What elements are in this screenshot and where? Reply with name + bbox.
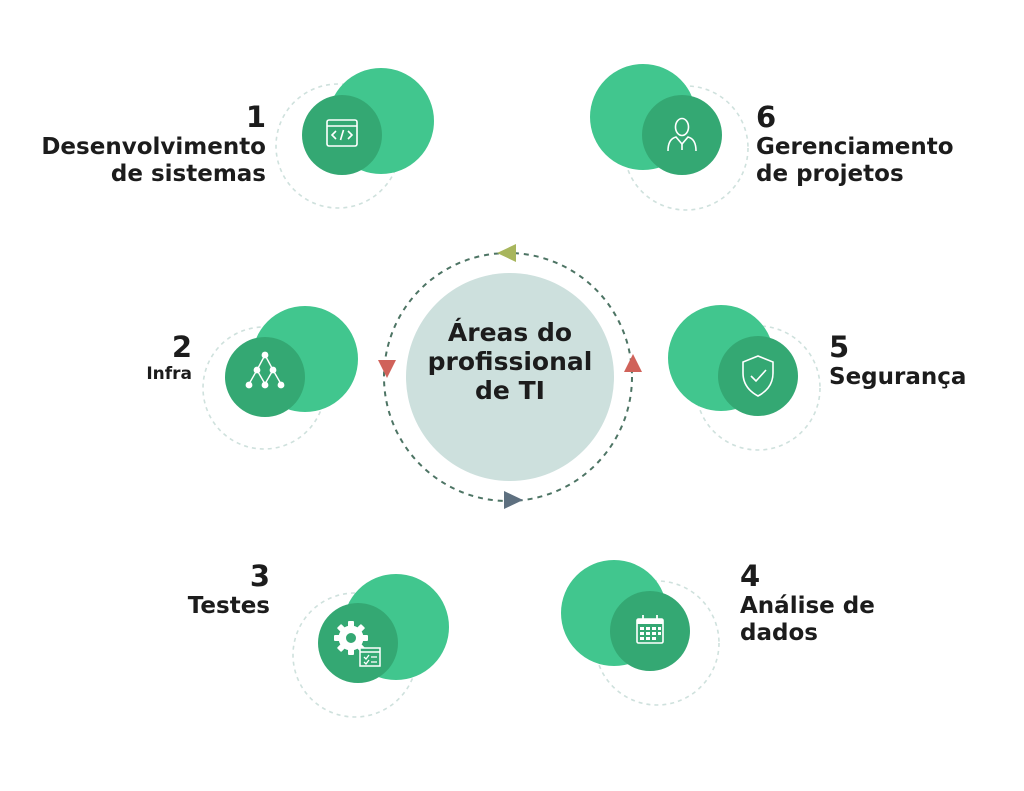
node-number: 3 xyxy=(249,559,270,593)
label-node-4: 4 Análise de dados xyxy=(740,559,875,647)
dark-circle xyxy=(225,337,305,417)
center-circle xyxy=(406,273,614,481)
center-title-line: Áreas do xyxy=(447,318,573,347)
node-number: 6 xyxy=(756,100,777,134)
node-title-line: Desenvolvimento xyxy=(41,134,266,161)
node-seguranca xyxy=(668,305,821,451)
node-infra xyxy=(202,306,358,450)
center-title-line: de TI xyxy=(475,376,545,405)
node-title-line: Testes xyxy=(187,593,270,620)
center-cycle xyxy=(378,244,642,509)
label-node-3: 3 Testes xyxy=(188,559,270,620)
node-gerenciamento xyxy=(590,64,749,211)
cycle-arrow-left xyxy=(378,360,396,378)
node-analise xyxy=(561,560,720,706)
center-title: Áreas do profissional de TI xyxy=(408,318,612,405)
label-node-1: 1 Desenvolvimento de sistemas xyxy=(41,100,266,188)
calendar-icon xyxy=(636,615,664,644)
node-title-line: de projetos xyxy=(756,161,904,188)
node-number: 2 xyxy=(171,330,192,364)
gear-checklist-icon xyxy=(334,621,381,667)
node-title-line: Segurança xyxy=(829,364,967,391)
dark-circle xyxy=(718,336,798,416)
label-node-2: 2 Infra xyxy=(146,330,192,384)
node-title-line: Análise de xyxy=(740,593,875,620)
node-title-line: dados xyxy=(740,620,818,647)
network-nodes xyxy=(245,351,285,389)
label-node-5: 5 Segurança xyxy=(829,330,966,391)
label-node-6: 6 Gerenciamento de projetos xyxy=(756,100,954,188)
code-window-icon xyxy=(326,119,358,147)
node-testes xyxy=(292,574,449,718)
node-title-line: Gerenciamento xyxy=(756,134,954,161)
node-number: 4 xyxy=(740,559,761,593)
center-title-line: profissional xyxy=(427,347,593,376)
node-title-line: de sistemas xyxy=(110,161,266,188)
shield-check-icon xyxy=(742,355,774,397)
node-number: 1 xyxy=(245,100,266,134)
cycle-arrow-right xyxy=(624,354,642,372)
node-number: 5 xyxy=(829,330,850,364)
dark-circle xyxy=(610,591,690,671)
node-desenvolvimento xyxy=(275,68,434,209)
cycle-arrow-top xyxy=(497,244,516,262)
user-tie-icon xyxy=(667,117,697,152)
cycle-arrow-bottom xyxy=(504,491,523,509)
node-title-line: Infra xyxy=(146,364,192,385)
